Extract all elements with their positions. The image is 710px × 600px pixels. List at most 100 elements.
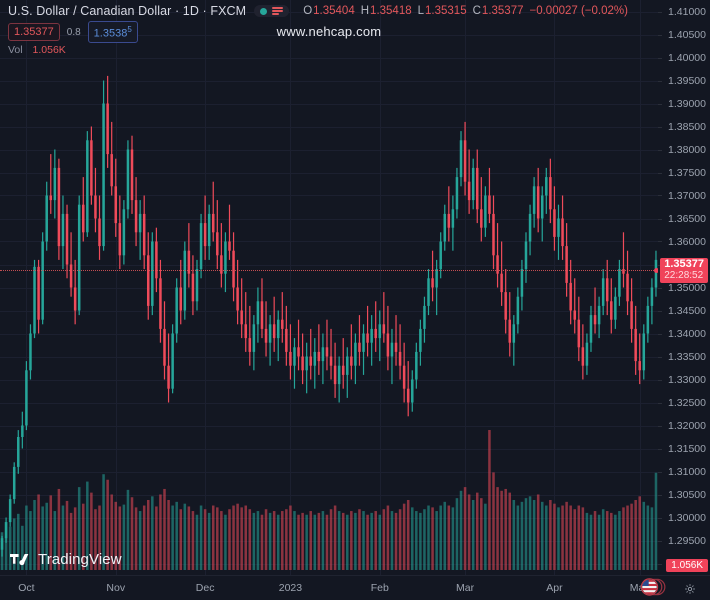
price-tick-mark <box>658 564 662 565</box>
price-tick-mark <box>658 265 662 266</box>
volume-value-badge[interactable]: 1.056K <box>666 559 708 572</box>
price-tick-label: 1.31500 <box>668 442 706 455</box>
price-tick-mark <box>658 12 662 13</box>
grid-line-horizontal <box>0 380 658 381</box>
volume-legend: Vol 1.056K <box>8 44 66 56</box>
grid-line-horizontal <box>0 518 658 519</box>
current-price-value: 1.35377 <box>664 258 704 271</box>
grid-line-horizontal <box>0 104 658 105</box>
price-tick-label: 1.32500 <box>668 396 706 409</box>
price-tick-label: 1.37000 <box>668 189 706 202</box>
price-tick-mark <box>658 334 662 335</box>
price-tick-label: 1.38500 <box>668 120 706 133</box>
current-price-badge[interactable]: 1.35377 22:28:52 <box>660 258 708 284</box>
price-tick-label: 1.37500 <box>668 166 706 179</box>
grid-line-horizontal <box>0 219 658 220</box>
price-tick-mark <box>658 403 662 404</box>
price-tick-mark <box>658 35 662 36</box>
grid-line-horizontal <box>0 334 658 335</box>
price-tick-mark <box>658 426 662 427</box>
grid-line-horizontal <box>0 35 658 36</box>
grid-line-vertical <box>205 0 206 575</box>
time-tick-label: Feb <box>370 582 389 594</box>
time-tick-label: 2023 <box>278 582 303 594</box>
current-price-marker <box>653 267 658 273</box>
current-price-line <box>0 270 658 272</box>
price-tick-label: 1.36500 <box>668 212 706 225</box>
price-tick-mark <box>658 495 662 496</box>
price-tick-mark <box>658 150 662 151</box>
price-tick-label: 1.30500 <box>668 488 706 501</box>
price-tick-label: 1.30000 <box>668 511 706 524</box>
price-tick-label: 1.33000 <box>668 373 706 386</box>
grid-line-horizontal <box>0 195 658 196</box>
time-scale[interactable]: Oct Nov Dec 2023 Feb Mar Apr May <box>0 575 710 600</box>
time-tick-label: Dec <box>195 582 215 594</box>
grid-line-horizontal <box>0 311 658 312</box>
time-tick-label: Oct <box>18 582 35 594</box>
price-tick-label: 1.41000 <box>668 5 706 18</box>
price-tick-mark <box>658 541 662 542</box>
grid-line-horizontal <box>0 357 658 358</box>
price-tick-label: 1.36000 <box>668 235 706 248</box>
grid-line-horizontal <box>0 495 658 496</box>
candlestick-series <box>0 75 658 557</box>
grid-line-vertical <box>290 0 291 575</box>
price-tick-label: 1.29500 <box>668 534 706 547</box>
tradingview-logo-text: TradingView <box>38 551 122 568</box>
bar-countdown-timer: 22:28:52 <box>664 270 704 282</box>
price-tick-mark <box>658 81 662 82</box>
volume-legend-value: 1.056K <box>32 44 66 56</box>
price-tick-mark <box>658 288 662 289</box>
grid-line-vertical <box>26 0 27 575</box>
grid-line-vertical <box>116 0 117 575</box>
price-tick-mark <box>658 472 662 473</box>
grid-line-horizontal <box>0 449 658 450</box>
grid-line-horizontal <box>0 12 658 13</box>
price-tick-mark <box>658 127 662 128</box>
price-tick-mark <box>658 58 662 59</box>
price-tick-label: 1.31000 <box>668 465 706 478</box>
price-tick-mark <box>658 219 662 220</box>
grid-line-horizontal <box>0 288 658 289</box>
grid-line-horizontal <box>0 564 658 565</box>
price-tick-mark <box>658 195 662 196</box>
grid-line-horizontal <box>0 472 658 473</box>
chart-pane[interactable] <box>0 0 658 575</box>
grid-line-horizontal <box>0 173 658 174</box>
price-tick-label: 1.40500 <box>668 28 706 41</box>
volume-legend-label: Vol <box>8 44 23 56</box>
price-tick-label: 1.39000 <box>668 97 706 110</box>
grid-line-horizontal <box>0 426 658 427</box>
price-scale[interactable]: 1.41000 1.40500 1.40000 1.39500 1.39000 1.385… <box>658 0 710 575</box>
price-tick-mark <box>658 241 662 242</box>
site-watermark: www.nehcap.com <box>276 24 382 39</box>
price-tick-label: 1.35000 <box>668 281 706 294</box>
grid-line-horizontal <box>0 127 658 128</box>
price-tick-label: 1.34000 <box>668 327 706 340</box>
grid-line-horizontal <box>0 265 658 266</box>
grid-line-horizontal <box>0 241 658 242</box>
price-tick-label: 1.40000 <box>668 51 706 64</box>
price-tick-label: 1.39500 <box>668 74 706 87</box>
grid-line-vertical <box>640 0 641 575</box>
price-tick-mark <box>658 173 662 174</box>
grid-line-horizontal <box>0 150 658 151</box>
gear-icon[interactable] <box>684 583 696 595</box>
price-tick-mark <box>658 518 662 519</box>
time-tick-label: Nov <box>106 582 126 594</box>
tradingview-mark-icon <box>10 554 29 566</box>
grid-line-horizontal <box>0 541 658 542</box>
grid-line-horizontal <box>0 58 658 59</box>
grid-line-vertical <box>380 0 381 575</box>
grid-line-horizontal <box>0 81 658 82</box>
price-tick-mark <box>658 380 662 381</box>
price-tick-label: 1.32000 <box>668 419 706 432</box>
price-tick-label: 1.34500 <box>668 304 706 317</box>
price-tick-mark <box>658 311 662 312</box>
grid-line-vertical <box>465 0 466 575</box>
us-flag-icon[interactable] <box>634 577 668 597</box>
tradingview-logo[interactable]: TradingView <box>10 551 122 568</box>
grid-line-vertical <box>554 0 555 575</box>
